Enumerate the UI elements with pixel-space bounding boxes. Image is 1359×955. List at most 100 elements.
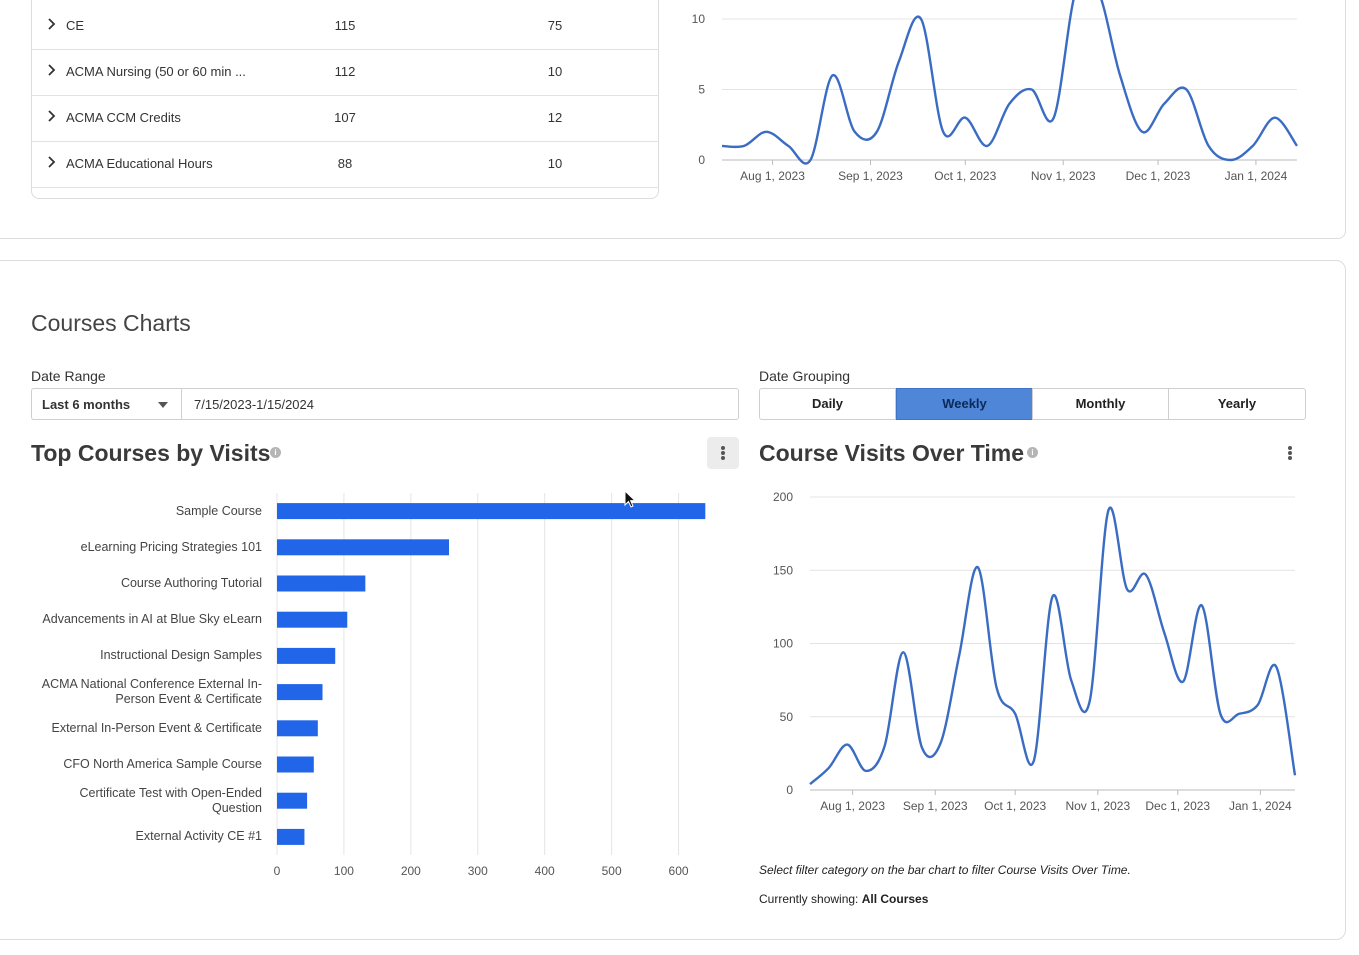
bar[interactable] bbox=[277, 828, 305, 845]
bar-category-label[interactable]: Advancements in AI at Blue Sky eLearn bbox=[0, 612, 262, 627]
data-point bbox=[940, 129, 946, 135]
bar-category-label[interactable]: Sample Course bbox=[0, 504, 262, 519]
data-point bbox=[785, 143, 791, 149]
grouping-weekly-button[interactable]: Weekly bbox=[896, 388, 1033, 420]
x-tick-label: Aug 1, 2023 bbox=[820, 799, 885, 813]
bar-category-label[interactable]: External In-Person Event & Certificate bbox=[0, 721, 262, 736]
row-value-2: 10 bbox=[547, 64, 563, 79]
y-tick-label: 0 bbox=[786, 783, 793, 797]
x-tick-label: Aug 1, 2023 bbox=[740, 169, 805, 183]
bar[interactable] bbox=[277, 611, 348, 628]
chevron-right-icon[interactable] bbox=[45, 155, 59, 169]
bar-category-label-line: CFO North America Sample Course bbox=[63, 757, 262, 771]
data-point bbox=[896, 58, 902, 64]
bar[interactable] bbox=[277, 647, 336, 664]
grouping-daily-button[interactable]: Daily bbox=[759, 388, 896, 420]
data-point bbox=[938, 740, 944, 746]
kebab-dot bbox=[721, 446, 725, 450]
bar-category-label[interactable]: Course Authoring Tutorial bbox=[0, 576, 262, 591]
bar-category-label-line: Advancements in AI at Blue Sky eLearn bbox=[42, 612, 262, 627]
date-range-label: Date Range bbox=[31, 368, 106, 384]
bar-category-label[interactable]: CFO North America Sample Course bbox=[0, 757, 262, 772]
row-value-1: 115 bbox=[334, 18, 356, 33]
data-point bbox=[1236, 711, 1242, 717]
bar-category-label[interactable]: ACMA National Conference External In- Per… bbox=[0, 677, 262, 707]
y-tick-label: 10 bbox=[692, 12, 706, 26]
row-value-2: 12 bbox=[547, 110, 563, 125]
data-point bbox=[826, 765, 832, 771]
top-courses-bar-chart[interactable]: 0 100 200 300 400 500 600 bbox=[0, 480, 740, 890]
row-name: CE bbox=[66, 18, 85, 33]
bar-category-label-line: eLearning Pricing Strategies 101 bbox=[80, 539, 262, 554]
bar[interactable] bbox=[277, 756, 314, 773]
info-icon[interactable]: i bbox=[270, 447, 281, 458]
x-tick-label: Jan 1, 2024 bbox=[1225, 169, 1288, 183]
date-grouping-label: Date Grouping bbox=[759, 368, 851, 384]
data-point bbox=[1292, 772, 1298, 778]
top-courses-title: Top Courses by Visits bbox=[31, 440, 271, 466]
info-icon[interactable]: i bbox=[1027, 447, 1038, 458]
grouping-yearly-button[interactable]: Yearly bbox=[1168, 388, 1306, 420]
bar-category-label-line: Certificate Test with Open-Ended bbox=[79, 785, 262, 800]
filter-hint: Select filter category on the bar chart … bbox=[759, 863, 1131, 877]
bar[interactable] bbox=[277, 575, 366, 592]
bar[interactable] bbox=[277, 720, 318, 737]
bar-category-label[interactable]: Certificate Test with Open-Ended Question bbox=[0, 786, 262, 816]
data-point bbox=[882, 743, 888, 749]
chevron-right-icon[interactable] bbox=[45, 63, 59, 77]
table-row[interactable]: CE 115 75 bbox=[32, 3, 658, 50]
data-point bbox=[1007, 101, 1013, 107]
data-point bbox=[1012, 711, 1018, 717]
y-tick-label: 150 bbox=[773, 563, 793, 577]
data-point bbox=[807, 157, 813, 163]
bar[interactable] bbox=[277, 684, 323, 701]
row-name: ACMA CCM Credits bbox=[66, 110, 181, 125]
date-range-preset-select[interactable]: Last 6 months bbox=[31, 388, 182, 420]
data-point bbox=[830, 72, 836, 78]
data-point bbox=[962, 115, 968, 121]
data-point bbox=[1183, 87, 1189, 93]
y-tick-label: 200 bbox=[773, 490, 793, 504]
currently-showing-label: Currently showing: bbox=[759, 892, 859, 906]
date-range-value: 7/15/2023-1/15/2024 bbox=[194, 397, 314, 412]
data-point bbox=[1051, 115, 1057, 121]
x-tick-label: 100 bbox=[334, 864, 354, 878]
kebab-dot bbox=[721, 451, 725, 455]
visits-line-chart: 0 50 100 150 200 Aug 1, 2023 Sep 1, 2023 Oct 1,… bbox=[773, 490, 1298, 813]
data-point bbox=[763, 129, 769, 135]
visits-over-time-menu-button[interactable] bbox=[1274, 437, 1306, 469]
bar-category-label-line: Person Event & Certificate bbox=[115, 692, 262, 707]
series-line bbox=[809, 506, 1297, 786]
bar[interactable] bbox=[277, 539, 449, 556]
data-point bbox=[1105, 507, 1111, 513]
bar[interactable] bbox=[277, 792, 308, 809]
data-point bbox=[1068, 677, 1074, 683]
data-point bbox=[1273, 664, 1279, 670]
date-range-input[interactable]: 7/15/2023-1/15/2024 bbox=[181, 388, 739, 420]
chevron-right-icon[interactable] bbox=[45, 109, 59, 123]
data-point bbox=[1139, 129, 1145, 135]
x-tick-label: Sep 1, 2023 bbox=[838, 169, 903, 183]
bar-category-label[interactable]: External Activity CE #1 bbox=[0, 829, 262, 844]
kebab-dot bbox=[1288, 451, 1292, 455]
series-line bbox=[721, 0, 1298, 165]
bar-category-label[interactable]: Instructional Design Samples bbox=[0, 648, 262, 663]
bar-category-label[interactable]: eLearning Pricing Strategies 101 bbox=[0, 540, 262, 555]
courses-charts-panel bbox=[0, 260, 1346, 940]
row-name: ACMA Educational Hours bbox=[66, 156, 213, 171]
table-row[interactable]: ACMA Educational Hours 88 10 bbox=[32, 141, 658, 188]
data-point bbox=[741, 143, 747, 149]
x-tick-label: 200 bbox=[401, 864, 421, 878]
data-point bbox=[1161, 630, 1167, 636]
chevron-right-icon[interactable] bbox=[45, 17, 59, 31]
data-point bbox=[1180, 679, 1186, 685]
grouping-monthly-button[interactable]: Monthly bbox=[1032, 388, 1169, 420]
bar[interactable] bbox=[277, 503, 706, 520]
top-courses-menu-button[interactable] bbox=[707, 437, 739, 469]
y-tick-label: 100 bbox=[773, 637, 793, 651]
data-point bbox=[900, 649, 906, 655]
x-tick-label: Oct 1, 2023 bbox=[984, 799, 1046, 813]
table-row[interactable]: ACMA CCM Credits 107 12 bbox=[32, 95, 658, 142]
bar-category-label-line: ACMA National Conference External In- bbox=[41, 677, 262, 692]
table-row[interactable]: ACMA Nursing (50 or 60 min ... 112 10 bbox=[32, 49, 658, 96]
